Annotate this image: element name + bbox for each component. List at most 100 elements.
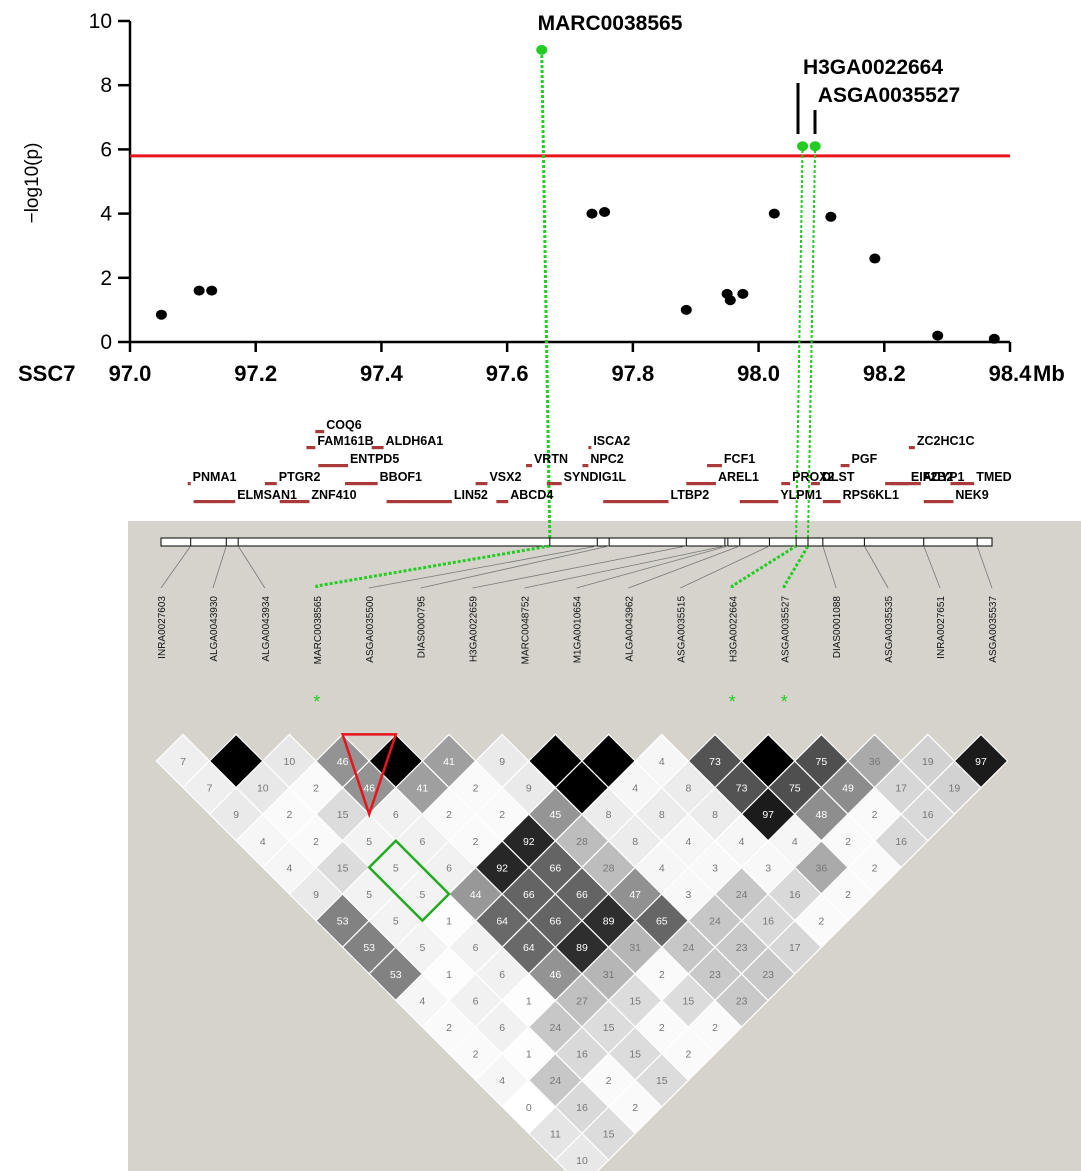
snp-labels: INRA0027603 ALGA0043930 ALGA0043934 MARC003… — [157, 544, 999, 712]
gene-label: PTGR2 — [279, 470, 321, 484]
y-tick-label: 2 — [100, 267, 112, 290]
gwas-points — [155, 44, 1000, 344]
gene-label: FCF1 — [724, 452, 755, 466]
snp-label: ASGA0035535 — [884, 596, 895, 663]
gwas-point — [932, 330, 944, 341]
x-axis-unit-label: Mb — [1033, 361, 1065, 386]
ld-cell-value: 8 — [606, 809, 612, 821]
ld-cell-value: 1 — [446, 916, 452, 928]
x-tick-label: 98.0 — [737, 361, 780, 386]
ld-cell-value: 66 — [550, 916, 562, 928]
gene-label: LIN52 — [454, 488, 488, 502]
ld-cell-value: 15 — [603, 1128, 615, 1140]
ld-cell-value: 24 — [550, 1022, 562, 1034]
ld-cell-value: 28 — [576, 836, 588, 848]
ld-cell-value: 9 — [526, 783, 532, 795]
ld-cell-value: 15 — [603, 1022, 615, 1034]
ld-cell-value: 64 — [496, 916, 508, 928]
snp-label: M1GA0010654 — [573, 596, 584, 664]
snp-label: INRA0027603 — [157, 596, 168, 659]
gene-bar — [371, 446, 384, 450]
ld-cell-value: 53 — [390, 969, 402, 981]
highlight-connector-line — [806, 146, 817, 539]
gene-bar — [810, 482, 820, 486]
ld-cell-value: 45 — [550, 809, 562, 821]
ld-cell-value: 2 — [818, 916, 824, 928]
ld-cell-value: 4 — [659, 862, 665, 874]
gene-bar — [822, 500, 841, 504]
gene-label: ENTPD5 — [350, 452, 399, 466]
gene-bar — [318, 464, 348, 468]
gene-bar — [315, 430, 325, 434]
ld-cell-value: 17 — [895, 783, 907, 795]
ld-cell-value: 48 — [816, 809, 828, 821]
ld-cell-value: 65 — [656, 916, 668, 928]
highlight-connector-line — [795, 146, 804, 539]
ld-cell-value: 19 — [922, 756, 934, 768]
y-axis-label: −log10(p) — [22, 143, 43, 224]
snp-link-line — [680, 545, 770, 589]
gene-bar — [582, 464, 589, 468]
snp-link-line — [864, 545, 889, 589]
chromosome-label: SSC7 — [18, 361, 75, 386]
ld-cell-value: 53 — [337, 916, 349, 928]
gwas-point-highlight — [536, 44, 548, 55]
snp-link-line — [923, 545, 941, 589]
gene-bar — [306, 446, 316, 450]
ld-cell-value: 16 — [762, 916, 774, 928]
ld-cell-value: 75 — [816, 756, 828, 768]
ld-cell-value: 75 — [789, 783, 801, 795]
gwas-point — [724, 295, 736, 306]
ld-cell-value: 6 — [446, 862, 452, 874]
ld-cell-value: 17 — [789, 942, 801, 954]
ld-cell-value: 24 — [550, 1075, 562, 1087]
ld-cell-value: 5 — [366, 889, 372, 901]
gene-label: PGF — [852, 452, 878, 466]
ld-cell-value: 15 — [683, 995, 695, 1007]
ld-cell-value: 31 — [629, 942, 641, 954]
ld-cell-value: 44 — [470, 889, 482, 901]
ld-cell-value: 2 — [659, 1022, 665, 1034]
snp-label: H3GA0022659 — [469, 596, 480, 663]
ld-cell-value: 97 — [975, 756, 987, 768]
gene-bar — [187, 482, 191, 486]
snp-link-line — [160, 545, 192, 589]
snp-link-line — [472, 545, 687, 589]
gene-label: AREL1 — [718, 470, 759, 484]
snp-link-line — [368, 545, 598, 589]
ld-cell-value: 66 — [576, 889, 588, 901]
snp-label: ASGA0035500 — [365, 596, 376, 663]
gwas-point — [737, 288, 749, 299]
gene-label: FAM161B — [317, 434, 373, 448]
ld-cell-value: 4 — [419, 995, 425, 1007]
snp-link-line — [420, 545, 610, 589]
gene-label: SYNDIG1L — [564, 470, 627, 484]
ld-cell-value: 4 — [792, 836, 798, 848]
ld-cell-value: 10 — [576, 1155, 588, 1167]
highlight-connector-line — [540, 49, 552, 539]
gene-bar — [496, 500, 509, 504]
highlight-snp-link — [782, 545, 810, 588]
snp-label: MARC0038565 — [313, 596, 324, 665]
highlight-snp-link — [315, 544, 551, 588]
ld-cell-value: 6 — [473, 942, 479, 954]
ld-cell-value: 4 — [659, 756, 665, 768]
gwas-point — [206, 285, 218, 296]
ld-cell-value: 2 — [499, 809, 505, 821]
gene-bar — [891, 482, 921, 486]
ld-cell-value: 16 — [922, 809, 934, 821]
snp-label: MARC0048752 — [521, 596, 532, 665]
ld-cell-value: 4 — [260, 836, 266, 848]
gene-bar — [279, 500, 310, 504]
gwas-point — [825, 211, 837, 222]
ld-cell-value: 2 — [685, 1049, 691, 1061]
ld-cell-value: 73 — [736, 783, 748, 795]
ld-cell-value: 4 — [739, 836, 745, 848]
highlight-asterisk: * — [781, 692, 788, 712]
ld-cell-value: 2 — [712, 1022, 718, 1034]
ld-cell-value: 8 — [712, 809, 718, 821]
gwas-point-highlight — [809, 141, 821, 152]
gene-bar — [546, 482, 562, 486]
ld-cell-value: 66 — [523, 889, 535, 901]
